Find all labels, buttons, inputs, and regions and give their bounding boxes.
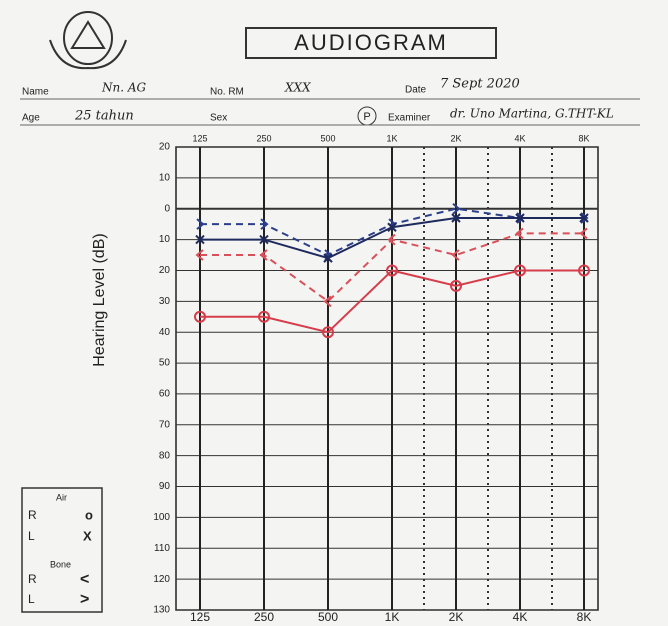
value: dr. Uno Martina, G.THT-KL: [450, 107, 614, 121]
x-tick-label: 8K: [577, 610, 592, 624]
legend: Air R o L X Bone R < L >: [22, 488, 102, 612]
legend-text: L: [28, 529, 35, 543]
legend-symbol: o: [85, 507, 93, 522]
y-tick-label: 10: [159, 173, 171, 184]
legend-symbol: <: [80, 571, 89, 588]
value: 25 tahun: [74, 109, 134, 124]
top-tick-label: 8K: [578, 133, 589, 143]
top-tick-label: 2K: [450, 133, 461, 143]
y-tick-label: 50: [159, 358, 171, 369]
legend-text: L: [28, 592, 35, 606]
y-tick-label: 70: [159, 419, 171, 430]
label: No. RM: [210, 87, 244, 98]
x-tick-label: 125: [190, 610, 210, 624]
x-tick-label: 2K: [449, 610, 464, 624]
value: 7 Sept 2020: [440, 77, 520, 92]
title: AUDIOGRAM: [294, 30, 448, 55]
y-tick-label: 130: [153, 605, 170, 616]
y-tick-label: 110: [154, 543, 170, 554]
y-tick-label: 10: [159, 234, 171, 245]
legend-text: Bone: [50, 559, 71, 569]
y-tick-label: 20: [159, 265, 171, 276]
y-tick-label: 40: [159, 327, 171, 338]
x-tick-label: 1K: [385, 610, 400, 624]
label: Age: [22, 113, 40, 124]
top-tick-label: 500: [320, 133, 335, 143]
x-tick-label: 250: [254, 610, 274, 624]
label: Name: [22, 87, 49, 98]
label: Date: [405, 85, 427, 96]
legend-text: Air: [56, 492, 67, 502]
x-tick-label: 500: [318, 610, 338, 624]
legend-symbol: >: [80, 591, 89, 608]
y-tick-label: 60: [159, 389, 171, 400]
value: Nn. AG: [101, 81, 147, 95]
y-axis-title: Hearing Level (dB): [91, 233, 108, 366]
value: XXX: [284, 81, 311, 95]
top-tick-label: 1K: [386, 133, 397, 143]
logo: [50, 12, 126, 68]
y-tick-label: 0: [164, 203, 170, 214]
label: Examiner: [388, 113, 431, 124]
y-tick-label: 100: [153, 512, 170, 523]
y-tick-label: 80: [159, 450, 171, 461]
plot-frame: [176, 147, 598, 610]
legend-symbol: X: [83, 528, 92, 543]
audiogram-form: AUDIOGRAM Name Nn. AG No. RM XXX Date 7 …: [0, 0, 668, 626]
value: P: [363, 111, 370, 123]
y-tick-label: 30: [159, 296, 171, 307]
top-tick-label: 250: [256, 133, 271, 143]
y-tick-label: 120: [153, 574, 170, 585]
legend-text: R: [28, 508, 37, 522]
y-tick-label: 20: [159, 142, 171, 153]
top-tick-label: 125: [192, 133, 207, 143]
y-tick-label: 90: [159, 481, 171, 492]
top-tick-label: 4K: [514, 133, 525, 143]
label: Sex: [210, 113, 227, 124]
x-tick-label: 4K: [513, 610, 528, 624]
legend-text: R: [28, 572, 37, 586]
